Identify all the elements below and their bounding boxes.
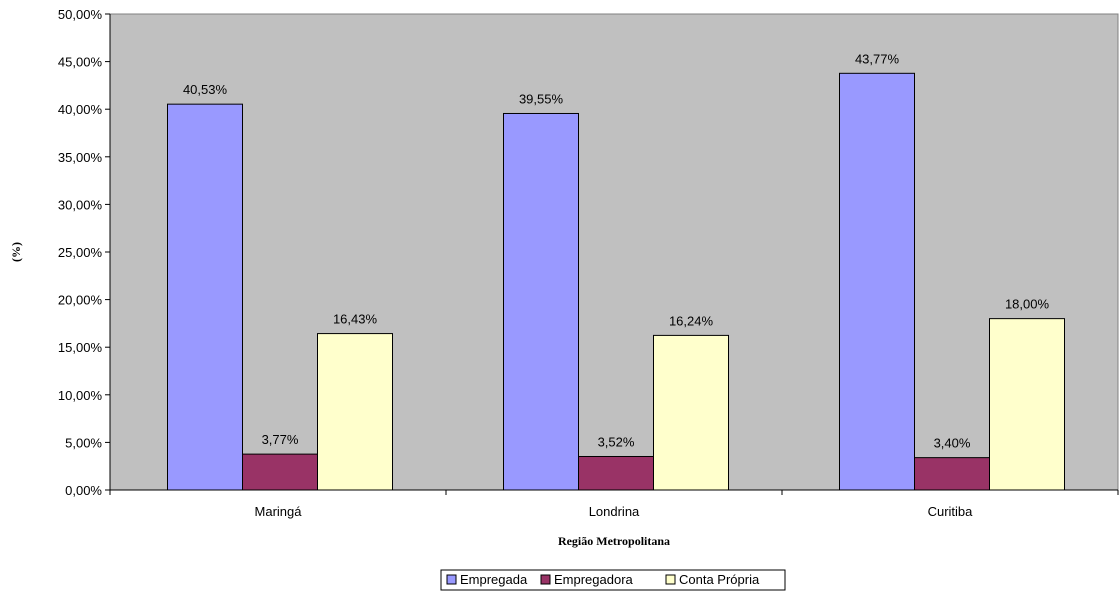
legend-box (440, 569, 786, 591)
data-label: 18,00% (1005, 297, 1050, 312)
bars-group (167, 72, 1065, 491)
legend-swatch (446, 574, 457, 585)
bar-empregada (503, 112, 579, 491)
legend-swatch (665, 574, 676, 585)
data-label: 3,40% (934, 436, 971, 451)
legend: Empregada Empregadora Conta Própria (440, 569, 786, 591)
y-tick-label: 10,00% (58, 388, 103, 403)
data-label: 16,24% (669, 313, 714, 328)
x-ticks-group: Maringá Londrina Curitiba (109, 490, 1119, 519)
y-tick-label: 5,00% (65, 435, 102, 450)
y-tick-label: 15,00% (58, 340, 103, 355)
legend-label: Conta Própria (679, 572, 760, 587)
data-label: 39,55% (519, 91, 564, 106)
x-tick-label: Curitiba (928, 504, 974, 519)
x-tick-label: Londrina (589, 504, 640, 519)
y-axis-title: (%) (9, 242, 23, 262)
bar-conta-propria (317, 333, 393, 491)
y-tick-label: 20,00% (58, 293, 103, 308)
legend-swatch (540, 574, 551, 585)
plot-area (109, 13, 1119, 491)
bar-empregadora (578, 455, 654, 491)
data-label: 16,43% (333, 312, 378, 327)
y-tick-label: 25,00% (58, 245, 103, 260)
y-tick-label: 45,00% (58, 55, 103, 70)
x-tick-label: Maringá (255, 504, 303, 519)
bar-conta-propria (989, 318, 1065, 491)
data-labels-group: 40,53% 3,77% 16,43% 39,55% 3,52% 16,24% 43,77%… (183, 51, 1050, 450)
bar-conta-propria (653, 334, 729, 491)
data-label: 3,52% (598, 434, 635, 449)
x-axis-title: Região Metropolitana (558, 534, 670, 548)
y-tick-label: 40,00% (58, 102, 103, 117)
data-label: 40,53% (183, 82, 228, 97)
y-ticks-group: 0,00% 5,00% 10,00% 15,00% 20,00% 25,00% 30,00%… (58, 7, 110, 498)
data-label: 3,77% (262, 432, 299, 447)
bar-empregadora (242, 453, 318, 491)
y-tick-label: 50,00% (58, 7, 103, 22)
bar-empregada (839, 72, 915, 491)
bar-empregadora (914, 457, 990, 491)
legend-label: Empregadora (554, 572, 634, 587)
y-tick-label: 0,00% (65, 483, 102, 498)
legend-label: Empregada (460, 572, 528, 587)
bar-empregada (167, 103, 243, 491)
y-tick-label: 30,00% (58, 197, 103, 212)
y-tick-label: 35,00% (58, 150, 103, 165)
data-label: 43,77% (855, 51, 900, 66)
